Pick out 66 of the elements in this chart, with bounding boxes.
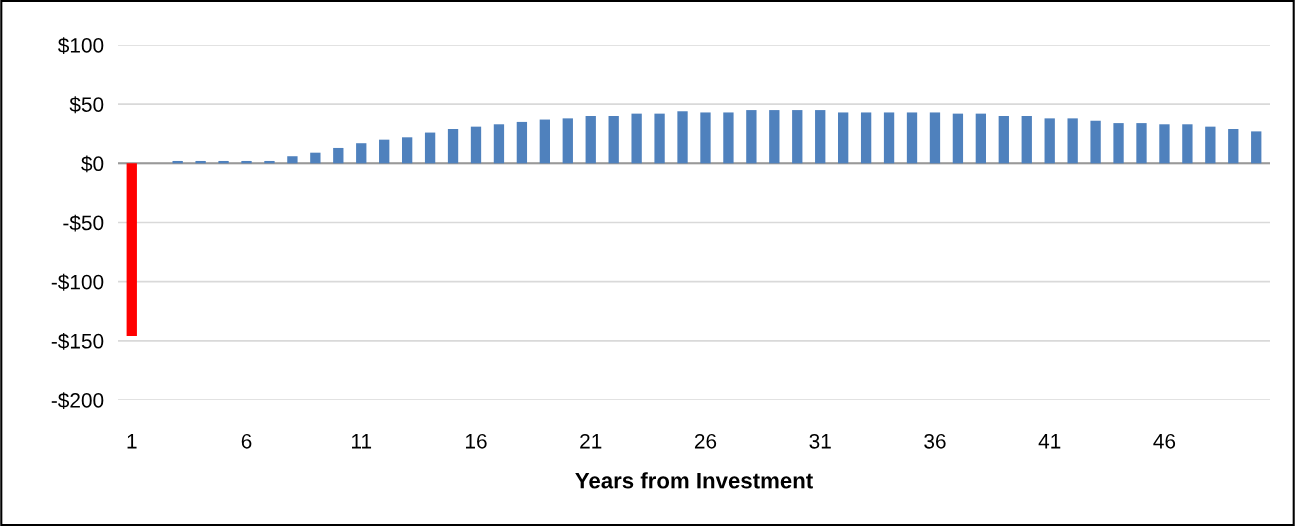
y-tick-label: -$100 xyxy=(51,273,104,291)
bar xyxy=(264,160,275,164)
bar xyxy=(1205,126,1216,164)
bar xyxy=(1113,123,1124,164)
bar xyxy=(195,160,206,164)
bar xyxy=(815,110,826,164)
bar xyxy=(929,112,941,164)
y-tick-label: $0 xyxy=(81,155,104,173)
bar xyxy=(585,116,596,164)
bar xyxy=(1136,123,1147,164)
bar xyxy=(126,163,137,337)
bar xyxy=(424,132,436,164)
bar xyxy=(1044,118,1055,164)
bar xyxy=(998,116,1009,164)
x-tick-label: 1 xyxy=(127,434,137,449)
x-tick-label: 21 xyxy=(580,433,602,449)
x-axis-title: Years from Investment xyxy=(575,472,813,489)
bar xyxy=(470,126,482,164)
bar xyxy=(241,160,252,164)
bar xyxy=(493,124,505,164)
y-tick-label: $50 xyxy=(69,96,104,114)
x-tick-label: 11 xyxy=(352,434,372,449)
bar xyxy=(1021,116,1032,164)
bar xyxy=(723,112,734,164)
bar xyxy=(677,111,688,164)
x-tick-label: 36 xyxy=(924,433,946,449)
bar xyxy=(287,156,298,164)
bar xyxy=(1159,124,1170,164)
bar xyxy=(447,129,459,164)
bar xyxy=(838,112,849,164)
y-tick-label: -$200 xyxy=(51,392,104,409)
bar xyxy=(1251,131,1262,164)
x-tick-label: 31 xyxy=(809,433,831,449)
bar xyxy=(1228,129,1239,164)
x-tick-label: 6 xyxy=(241,433,252,449)
bar xyxy=(860,112,872,164)
bar xyxy=(1182,124,1193,164)
bar xyxy=(379,139,390,164)
y-tick-label: $100 xyxy=(57,37,104,54)
bar xyxy=(516,121,528,164)
bar xyxy=(1090,120,1101,164)
bar xyxy=(631,113,642,164)
bar xyxy=(883,112,895,164)
bar xyxy=(746,110,757,164)
y-tick-label: -$50 xyxy=(63,214,104,232)
bar xyxy=(310,152,321,164)
bar xyxy=(333,147,344,164)
bar xyxy=(218,160,229,164)
y-tick-label: -$150 xyxy=(51,332,104,350)
bar xyxy=(401,137,413,164)
bar xyxy=(952,113,964,164)
bar xyxy=(975,113,987,164)
x-tick-label: 26 xyxy=(694,433,717,449)
bar xyxy=(700,112,711,164)
bar xyxy=(906,112,918,164)
bar xyxy=(608,116,619,164)
x-tick-label: 16 xyxy=(466,433,487,449)
bar xyxy=(792,110,803,164)
bar xyxy=(562,118,573,164)
x-tick-label: 41 xyxy=(1038,434,1061,449)
x-tick-label: 46 xyxy=(1153,433,1176,449)
bar xyxy=(654,113,665,164)
bar xyxy=(539,119,550,164)
bar xyxy=(1067,118,1078,164)
bar xyxy=(769,110,780,164)
bar xyxy=(356,143,367,164)
